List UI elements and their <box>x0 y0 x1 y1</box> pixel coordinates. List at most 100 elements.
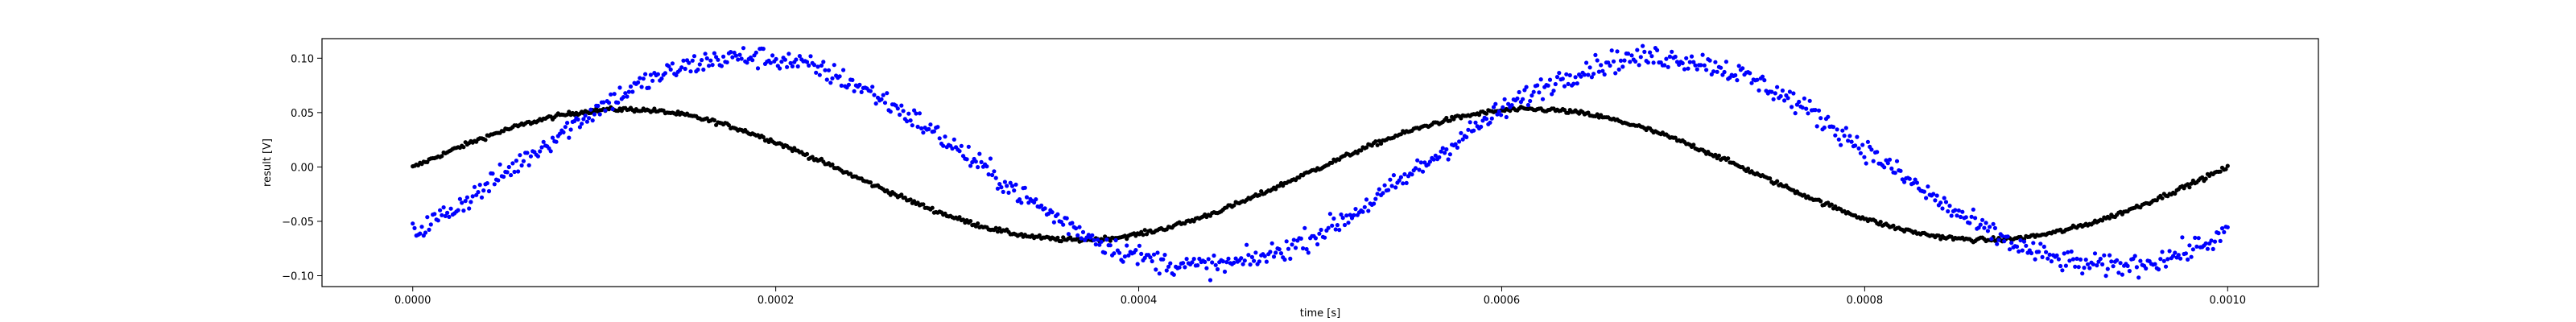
data-point <box>870 85 875 89</box>
data-point <box>790 64 795 68</box>
data-point <box>901 109 906 114</box>
data-point <box>1813 108 1818 113</box>
data-point <box>782 57 788 62</box>
data-point <box>959 143 964 148</box>
data-point <box>1379 141 1384 146</box>
data-point <box>919 126 924 131</box>
data-point <box>1050 210 1055 215</box>
data-point <box>663 71 668 76</box>
data-point <box>1992 225 1997 230</box>
data-point <box>1956 208 1961 213</box>
data-point <box>815 64 820 69</box>
data-point <box>1340 216 1345 221</box>
data-point <box>1973 216 1978 221</box>
data-point <box>2105 266 2110 271</box>
data-point <box>548 149 553 154</box>
data-point <box>1864 161 1868 166</box>
data-point <box>2056 257 2061 262</box>
data-point <box>2037 250 2041 254</box>
data-point <box>973 159 978 164</box>
y-tick-label: 0.05 <box>291 108 314 120</box>
data-point <box>1335 223 1340 228</box>
data-point <box>1095 237 1100 242</box>
data-point <box>1620 64 1625 69</box>
data-point <box>832 63 836 68</box>
data-point <box>625 94 630 99</box>
data-point <box>2046 256 2050 261</box>
data-point <box>811 63 817 68</box>
data-point <box>1586 72 1591 77</box>
data-point <box>2219 226 2225 231</box>
data-point <box>1942 196 1946 200</box>
data-point <box>952 137 956 142</box>
data-point <box>1410 172 1414 177</box>
data-point <box>1388 177 1393 182</box>
data-point <box>691 54 697 59</box>
data-point <box>1108 243 1113 248</box>
data-point <box>1381 191 1385 196</box>
data-point <box>2107 253 2112 258</box>
data-point <box>456 208 460 213</box>
data-point <box>1148 255 1153 260</box>
data-point <box>1080 229 1086 234</box>
data-point <box>1699 63 1703 68</box>
x-tick-label: 0.0004 <box>1121 295 1158 307</box>
data-point <box>1638 55 1643 60</box>
data-point <box>1702 63 1707 68</box>
data-point <box>464 195 470 200</box>
data-point <box>2083 258 2088 262</box>
data-point <box>2100 218 2105 223</box>
data-point <box>1835 127 1839 132</box>
data-point <box>510 161 515 166</box>
data-point <box>1807 98 1812 103</box>
data-point <box>1191 257 1196 262</box>
data-point <box>704 56 709 61</box>
data-point <box>935 125 940 130</box>
data-point <box>1121 259 1125 264</box>
data-point <box>2044 250 2049 254</box>
data-point <box>1778 93 1783 99</box>
data-point <box>1398 175 1403 180</box>
axis-ticks: 0.0000 0.0002 0.0004 0.0006 0.0008 0.0010 0.10… <box>282 53 2246 307</box>
data-point <box>1985 229 1990 233</box>
data-point <box>1293 246 1298 250</box>
data-point <box>440 154 444 159</box>
data-point <box>701 67 706 72</box>
data-point <box>1707 58 1712 63</box>
data-point <box>1522 88 1527 93</box>
data-point <box>1226 256 1231 261</box>
data-point <box>1996 237 2001 242</box>
data-point <box>968 219 973 224</box>
data-point <box>993 175 998 180</box>
data-point <box>1139 251 1144 256</box>
data-point <box>1104 237 1109 242</box>
data-point <box>550 135 555 140</box>
data-point <box>1013 182 1018 187</box>
data-point <box>1112 251 1117 256</box>
data-point <box>580 122 584 126</box>
data-point <box>950 146 955 151</box>
data-point <box>1460 137 1465 142</box>
data-point <box>2009 241 2014 246</box>
data-point <box>1459 130 1463 135</box>
data-point <box>626 89 631 94</box>
data-point <box>479 195 485 200</box>
data-point <box>1288 256 1293 261</box>
data-point <box>1092 237 1096 242</box>
data-point <box>1849 139 1854 144</box>
data-point <box>1233 256 1238 261</box>
data-point <box>612 92 617 97</box>
data-point <box>1933 198 1938 203</box>
data-point <box>441 205 446 210</box>
data-point <box>1988 225 1992 229</box>
data-point <box>1713 152 1718 157</box>
data-point <box>1022 185 1027 190</box>
data-point <box>1440 146 1445 151</box>
data-point <box>1453 142 1458 147</box>
data-point <box>639 85 644 89</box>
data-point <box>2038 242 2043 246</box>
data-point <box>917 111 922 116</box>
data-point <box>730 55 735 60</box>
data-point <box>703 52 708 56</box>
data-point <box>828 80 833 85</box>
